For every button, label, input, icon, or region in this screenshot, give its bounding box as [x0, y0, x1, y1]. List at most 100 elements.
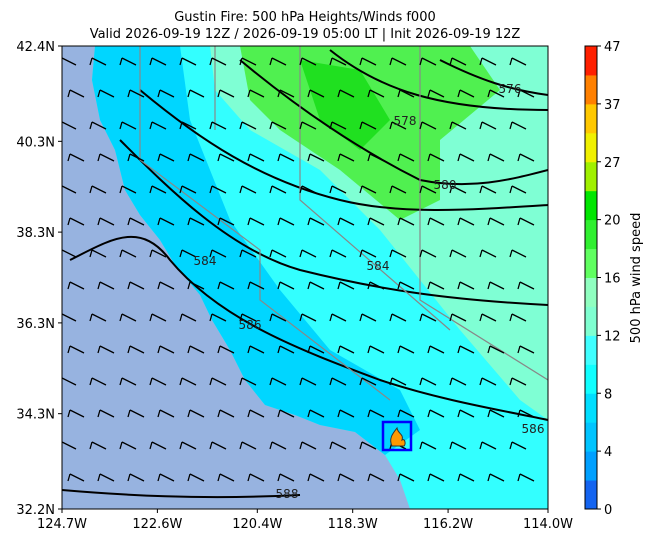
wind-barb: [62, 121, 77, 130]
colorbar: 0 4 8 12 16 20 27 37 47: [584, 40, 621, 518]
wind-barb: [337, 153, 355, 162]
wind-barb: [97, 409, 115, 418]
wind-barb: [307, 217, 325, 226]
wind-barb: [217, 409, 235, 418]
wind-barb: [449, 121, 467, 130]
contour: [329, 49, 548, 111]
wind-barb: [479, 121, 497, 130]
wind-barb: [367, 153, 385, 162]
wind-barb: [217, 281, 235, 290]
wind-barb: [277, 473, 295, 482]
wind-barb: [487, 217, 505, 226]
colorbar-segment: [585, 451, 597, 481]
wind-barb: [187, 153, 205, 162]
wind-barb: [389, 185, 407, 194]
wind-barb: [307, 473, 325, 482]
wind-barb: [449, 185, 467, 194]
wind-barb: [217, 153, 235, 162]
wind-barb: [239, 441, 257, 450]
colorbar-tick-label: 20: [604, 214, 621, 229]
wind-barb: [157, 281, 175, 290]
wind-barb: [397, 473, 415, 482]
wind-barb: [277, 409, 295, 418]
x-tick-label: 120.4W: [232, 517, 282, 532]
wind-barb: [517, 409, 535, 418]
wind-barb: [209, 121, 227, 130]
wind-barb: [277, 345, 295, 354]
contour-label: 588: [276, 487, 299, 501]
wind-barb: [397, 153, 415, 162]
wind-barb: [97, 89, 115, 98]
wind-barb: [62, 57, 77, 66]
colorbar-segment: [585, 219, 597, 250]
wind-barb: [97, 281, 115, 290]
wind-barb: [239, 185, 257, 194]
wind-barb: [269, 377, 287, 386]
wind-barb: [62, 441, 77, 450]
colorbar-segment: [585, 103, 597, 134]
colorbar-segment: [585, 190, 597, 221]
wind-barb: [127, 345, 145, 354]
map-area: [62, 46, 548, 509]
wind-barb: [389, 377, 407, 386]
wind-barb: [419, 121, 437, 130]
x-tick-label: 114.0W: [523, 517, 573, 532]
wind-barb: [67, 217, 85, 226]
wind-barb: [119, 313, 137, 322]
wind-barb: [89, 185, 107, 194]
wind-barb: [209, 185, 227, 194]
wind-barb: [449, 377, 467, 386]
wind-barb: [509, 121, 527, 130]
wind-barb: [359, 121, 377, 130]
colorbar-segment: [585, 248, 597, 278]
wind-barb: [329, 377, 347, 386]
colorbar-tick-label: 47: [604, 40, 621, 55]
wind-barb: [247, 89, 265, 98]
wind-barb: [157, 89, 175, 98]
wind-barb: [427, 89, 445, 98]
colorbar-tick-label: 27: [604, 156, 621, 171]
y-tick-label: 42.4N: [16, 40, 55, 55]
colorbar-label: 500 hPa wind speed: [629, 213, 644, 344]
wind-barb: [329, 57, 347, 66]
contour: [439, 59, 548, 96]
wind-barb: [449, 57, 467, 66]
contour: [239, 59, 548, 186]
wind-barb: [119, 377, 137, 386]
colorbar-tick-label: 4: [604, 445, 612, 460]
colorbar-segment: [585, 393, 597, 423]
colorbar-segment: [585, 74, 597, 105]
wind-barb: [479, 377, 497, 386]
wind-barb: [517, 281, 535, 290]
wind-barb: [367, 345, 385, 354]
wind-barb: [299, 441, 317, 450]
wind-barb: [359, 441, 377, 450]
wind-barb: [239, 377, 257, 386]
wind-barb: [217, 473, 235, 482]
wind-barb: [427, 345, 445, 354]
wind-barb: [419, 185, 437, 194]
wind-barb: [397, 89, 415, 98]
wind-barb: [329, 249, 347, 258]
land-blue: [92, 46, 420, 455]
wind-barb: [217, 345, 235, 354]
wind-barb: [487, 89, 505, 98]
wind-barb: [337, 217, 355, 226]
wind-barb: [62, 313, 77, 322]
y-tick-label: 40.3N: [16, 135, 55, 150]
state-border: [139, 46, 548, 401]
wind-barb: [307, 345, 325, 354]
wind-barb: [359, 185, 377, 194]
wind-barb: [299, 57, 317, 66]
wind-barb: [89, 249, 107, 258]
wind-barb: [449, 249, 467, 258]
wind-barb: [239, 249, 257, 258]
wind-barb: [187, 89, 205, 98]
wind-barb: [247, 473, 265, 482]
wind-barb: [509, 313, 527, 322]
wind-barb: [487, 153, 505, 162]
wind-barb: [397, 281, 415, 290]
wind-barb: [119, 249, 137, 258]
wind-barb: [299, 121, 317, 130]
colorbar-segment: [585, 132, 597, 163]
